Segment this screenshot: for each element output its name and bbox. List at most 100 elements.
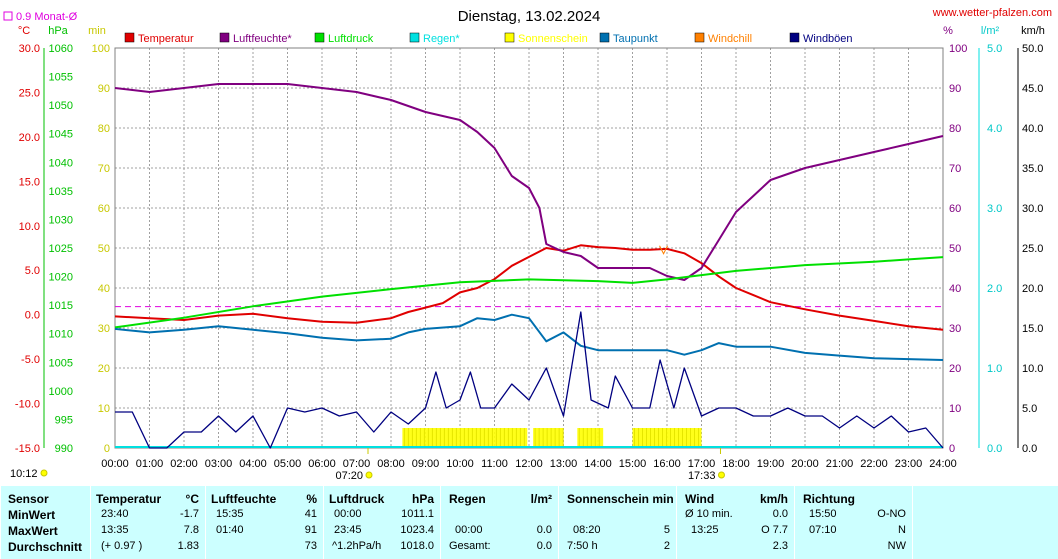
rain-axis-tick-2: 3.0 <box>987 203 1002 215</box>
series-1-line <box>114 83 944 281</box>
wind-axis-tick-10: 0.0 <box>1022 443 1037 455</box>
luftfeuchte-max-time: 01:40 <box>216 524 244 536</box>
time-tick-17: 17:00 <box>688 458 716 470</box>
row-label-avg: Durchschnitt <box>8 540 83 554</box>
pct-axis-tick-2: 80 <box>949 123 961 135</box>
time-tick-2: 02:00 <box>170 458 198 470</box>
min-unit: min <box>88 25 106 37</box>
hpa-axis-tick-11: 1005 <box>49 357 73 369</box>
sonne-max-value: 5 <box>663 524 670 536</box>
luftdruck-title: Luftdruck <box>329 492 385 506</box>
time-tick-10: 10:00 <box>446 458 474 470</box>
row-label-max: MaxWert <box>8 524 58 538</box>
plot-area: 30.0 25.0 20.0 15.0 10.0 5.0 0.0 -5.0 -10.0 -15.0… <box>15 43 1044 482</box>
legend-label-3: Regen* <box>423 33 460 45</box>
chart-title: Dienstag, 13.02.2024 <box>458 8 601 25</box>
pct-axis-tick-3: 70 <box>949 163 961 175</box>
pct-axis-tick-1: 90 <box>949 83 961 95</box>
wind-axis-tick-9: 5.0 <box>1022 403 1037 415</box>
legend-swatch-6 <box>694 32 705 43</box>
time-tick-6: 06:00 <box>308 458 336 470</box>
temp-axis-tick-3: 15.0 <box>19 176 40 188</box>
legend-swatch-3 <box>409 32 420 43</box>
min-axis-tick-6: 40 <box>98 283 110 295</box>
site-link[interactable]: www.wetter-pfalzen.com <box>932 7 1052 19</box>
hpa-axis-tick-7: 1025 <box>49 243 73 255</box>
legend-label-2: Luftdruck <box>328 33 374 45</box>
wind-axis-tick-4: 30.0 <box>1022 203 1043 215</box>
left-time-label: 10:12 <box>10 468 38 480</box>
wind-unit: km/h <box>759 492 788 506</box>
wind-axis-tick-6: 20.0 <box>1022 283 1043 295</box>
wind-avg-value: 2.3 <box>772 540 788 552</box>
luftdruck-max-time: 23:45 <box>334 524 362 536</box>
rain-axis-tick-1: 4.0 <box>987 123 1002 135</box>
temperatur-max-time: 13:35 <box>101 524 129 536</box>
min-axis-tick-8: 20 <box>98 363 110 375</box>
temperatur-max-value: 7.8 <box>183 524 199 536</box>
time-tick-20: 20:00 <box>791 458 819 470</box>
hpa-axis-tick-9: 1015 <box>49 300 73 312</box>
luftfeuchte-min-value: 41 <box>304 508 317 520</box>
left-time-icon <box>40 469 48 477</box>
wind-axis-tick-2: 40.0 <box>1022 123 1043 135</box>
pct-unit: % <box>943 25 953 37</box>
min-axis-tick-4: 60 <box>98 203 110 215</box>
richtung-min-time: 15:50 <box>809 508 837 520</box>
legend-swatch-1 <box>219 32 230 43</box>
legend-swatch-2 <box>314 32 325 43</box>
min-axis-tick-3: 70 <box>98 163 110 175</box>
time-tick-7: 07:00 <box>343 458 371 470</box>
regen-total-value: 0.0 <box>536 540 552 552</box>
luftfeuchte-unit: % <box>306 492 317 506</box>
hpa-axis-tick-14: 990 <box>55 443 73 455</box>
stats-col-richtung: Richtung 15:50 O-NO 07:10 N NW <box>794 486 912 559</box>
hpa-axis-tick-1: 1055 <box>49 72 73 84</box>
pct-axis-tick-5: 50 <box>949 243 961 255</box>
temp-axis-tick-4: 10.0 <box>19 221 40 233</box>
weather-chart: Dienstag, 13.02.2024 www.wetter-pfalzen.… <box>3 7 1052 482</box>
hpa-axis-tick-5: 1035 <box>49 186 73 198</box>
wind-axis-tick-8: 10.0 <box>1022 363 1043 375</box>
legend: Temperatur Luftfeuchte* Luftdruck Regen* Son… <box>124 32 853 45</box>
legend-swatch-7 <box>789 32 800 43</box>
time-tick-18: 18:00 <box>722 458 750 470</box>
sunrise-icon <box>365 471 373 479</box>
row-label-min: MinWert <box>8 508 56 522</box>
legend-swatch-4 <box>504 32 515 43</box>
temperatur-unit: °C <box>185 492 199 506</box>
time-tick-24: 24:00 <box>929 458 957 470</box>
time-tick-11: 11:00 <box>481 458 508 470</box>
rain-axis-tick-3: 2.0 <box>987 283 1002 295</box>
rain-axis-tick-0: 5.0 <box>987 43 1002 55</box>
legend-label-1: Luftfeuchte* <box>233 33 292 45</box>
hpa-axis-tick-3: 1045 <box>49 129 73 141</box>
legend-label-6: Windchill <box>708 33 752 45</box>
time-tick-19: 19:00 <box>757 458 785 470</box>
time-tick-16: 16:00 <box>653 458 681 470</box>
series-2-line <box>114 256 944 329</box>
time-tick-23: 23:00 <box>895 458 923 470</box>
wind-max-value: O 7.7 <box>761 524 788 536</box>
pct-axis-tick-9: 10 <box>949 403 961 415</box>
min-axis-tick-1: 90 <box>98 83 110 95</box>
min-axis-tick-5: 50 <box>98 243 110 255</box>
regen-unit: l/m² <box>530 492 552 506</box>
time-tick-13: 13:00 <box>550 458 578 470</box>
temperatur-min-value: -1.7 <box>180 508 199 520</box>
legend-label-7: Windböen <box>803 33 853 45</box>
time-tick-22: 22:00 <box>860 458 888 470</box>
month-avg-marker <box>3 11 13 21</box>
month-avg-label: 0.9 Monat-Ø <box>16 11 78 23</box>
temp-axis-tick-5: 5.0 <box>25 265 40 277</box>
legend-swatch-5 <box>599 32 610 43</box>
time-tick-0: 00:00 <box>101 458 129 470</box>
temp-axis-tick-9: -15.0 <box>15 443 40 455</box>
rain-axis-tick-5: 0.0 <box>987 443 1002 455</box>
luftdruck-unit: hPa <box>411 492 434 506</box>
legend-label-4: Sonnenschein <box>518 33 588 45</box>
sonne-total: 7:50 h <box>567 540 598 552</box>
temperatur-avg-delta: (+ 0.97 ) <box>101 540 143 552</box>
luftdruck-min-time: 00:00 <box>334 508 362 520</box>
temp-axis-tick-8: -10.0 <box>15 399 40 411</box>
